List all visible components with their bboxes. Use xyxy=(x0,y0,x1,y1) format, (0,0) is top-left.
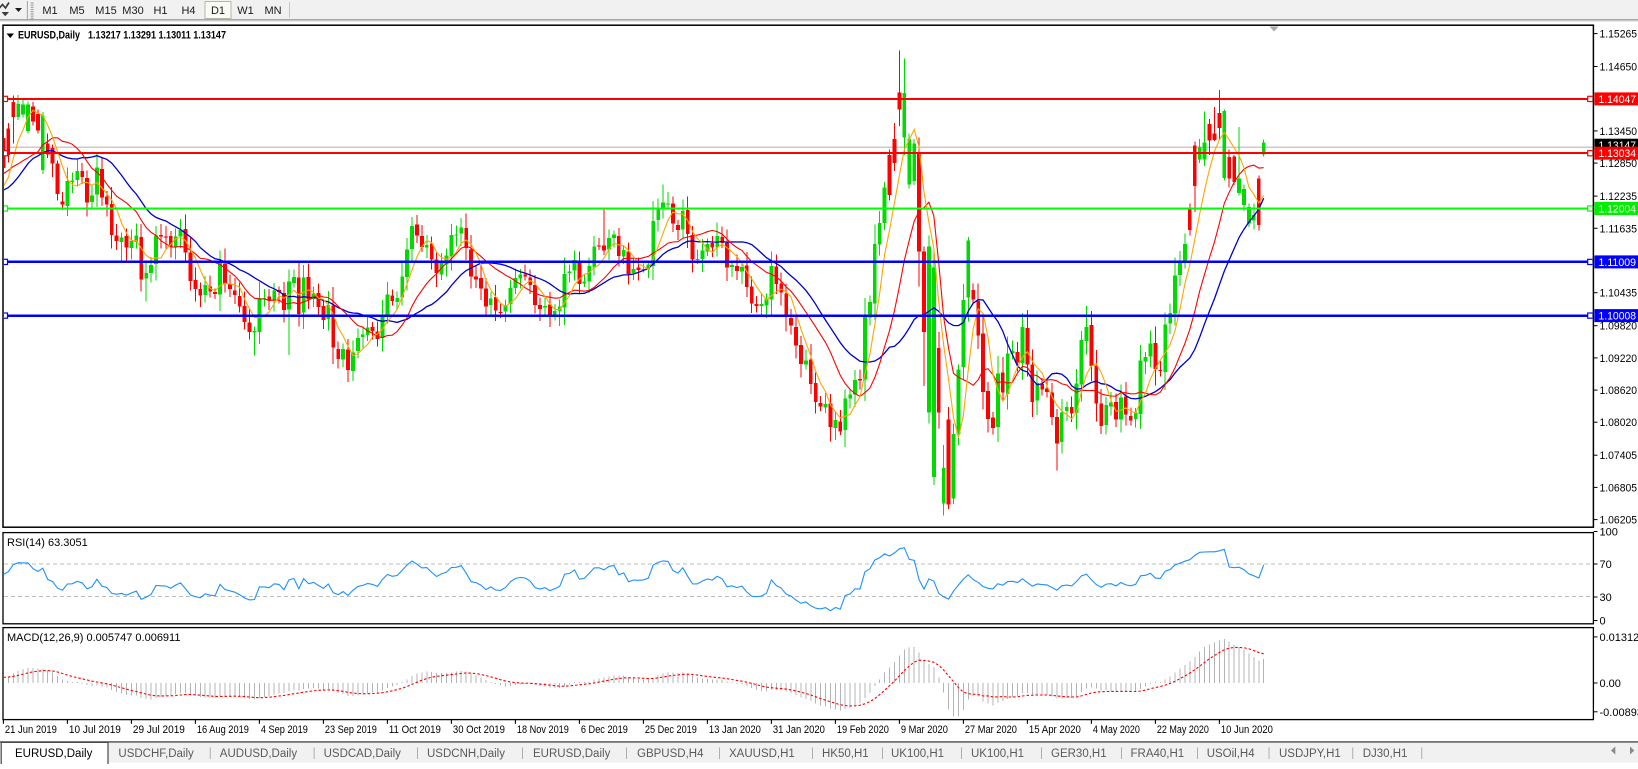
svg-text:31 Jan 2020: 31 Jan 2020 xyxy=(773,724,825,736)
svg-text:USDCNH,Daily: USDCNH,Daily xyxy=(427,748,505,760)
svg-text:30 Oct 2019: 30 Oct 2019 xyxy=(453,724,505,736)
svg-text:0: 0 xyxy=(1600,616,1606,628)
svg-text:13 Jan 2020: 13 Jan 2020 xyxy=(709,724,761,736)
svg-text:HK50,H1: HK50,H1 xyxy=(822,748,869,760)
svg-text:-0.008933: -0.008933 xyxy=(1600,707,1638,719)
svg-text:|: | xyxy=(1120,748,1123,760)
svg-text:30: 30 xyxy=(1600,592,1612,604)
svg-text:1.15265: 1.15265 xyxy=(1600,29,1638,41)
svg-text:29 Jul 2019: 29 Jul 2019 xyxy=(133,724,185,736)
svg-text:EURUSD,Daily: EURUSD,Daily xyxy=(533,748,611,760)
svg-text:0.013121: 0.013121 xyxy=(1600,632,1638,644)
svg-text:USDCHF,Daily: USDCHF,Daily xyxy=(118,748,194,760)
svg-text:1.12235: 1.12235 xyxy=(1600,191,1638,203)
svg-text:15 Apr 2020: 15 Apr 2020 xyxy=(1029,724,1081,736)
svg-text:XAUUSD,H1: XAUUSD,H1 xyxy=(729,748,795,760)
svg-text:|: | xyxy=(416,748,419,760)
svg-text:1.06805: 1.06805 xyxy=(1600,482,1638,494)
svg-text:D1: D1 xyxy=(211,5,225,17)
svg-text:1.14650: 1.14650 xyxy=(1600,62,1638,74)
svg-text:USDCAD,Daily: USDCAD,Daily xyxy=(324,748,402,760)
svg-text:1.10008: 1.10008 xyxy=(1599,311,1637,323)
svg-text:10 Jun 2020: 10 Jun 2020 xyxy=(1221,724,1273,736)
svg-text:18 Nov 2019: 18 Nov 2019 xyxy=(517,724,569,736)
svg-text:21 Jun 2019: 21 Jun 2019 xyxy=(5,724,57,736)
svg-text:|: | xyxy=(718,748,721,760)
svg-text:6 Dec 2019: 6 Dec 2019 xyxy=(581,724,628,736)
svg-text:1.06205: 1.06205 xyxy=(1600,515,1638,527)
svg-text:AUDUSD,Daily: AUDUSD,Daily xyxy=(220,748,298,760)
svg-text:16 Aug 2019: 16 Aug 2019 xyxy=(197,724,249,736)
svg-text:|: | xyxy=(521,748,524,760)
svg-text:GBPUSD,H4: GBPUSD,H4 xyxy=(637,748,704,760)
svg-text:|: | xyxy=(1420,748,1423,760)
svg-text:|: | xyxy=(1040,748,1043,760)
svg-text:H4: H4 xyxy=(181,5,195,17)
svg-text:|: | xyxy=(960,748,963,760)
svg-text:|: | xyxy=(1351,748,1354,760)
svg-text:1.13034: 1.13034 xyxy=(1599,148,1637,160)
svg-text:EURUSD,Daily: EURUSD,Daily xyxy=(18,30,81,42)
svg-text:25 Dec 2019: 25 Dec 2019 xyxy=(645,724,697,736)
svg-text:RSI(14) 63.3051: RSI(14) 63.3051 xyxy=(7,537,88,549)
svg-text:4 Sep 2019: 4 Sep 2019 xyxy=(261,724,308,736)
svg-text:70: 70 xyxy=(1600,559,1612,571)
svg-text:H1: H1 xyxy=(153,5,167,17)
svg-text:1.09220: 1.09220 xyxy=(1600,353,1638,365)
svg-text:1.08620: 1.08620 xyxy=(1600,385,1638,397)
svg-text:|: | xyxy=(209,748,212,760)
svg-text:1.11009: 1.11009 xyxy=(1599,257,1637,269)
svg-text:FRA40,H1: FRA40,H1 xyxy=(1131,748,1185,760)
svg-text:DJ30,H1: DJ30,H1 xyxy=(1363,748,1408,760)
svg-text:|: | xyxy=(1196,748,1199,760)
svg-text:1.11635: 1.11635 xyxy=(1600,223,1638,235)
svg-text:M15: M15 xyxy=(95,5,116,17)
svg-text:|: | xyxy=(625,748,628,760)
svg-text:27 Mar 2020: 27 Mar 2020 xyxy=(965,724,1017,736)
svg-text:W1: W1 xyxy=(237,5,254,17)
svg-text:MN: MN xyxy=(264,5,281,17)
svg-text:4 May 2020: 4 May 2020 xyxy=(1093,724,1140,736)
svg-text:UK100,H1: UK100,H1 xyxy=(891,748,944,760)
svg-text:|: | xyxy=(881,748,884,760)
svg-text:22 May 2020: 22 May 2020 xyxy=(1157,724,1209,736)
svg-text:EURUSD,Daily: EURUSD,Daily xyxy=(15,748,93,760)
svg-text:9 Mar 2020: 9 Mar 2020 xyxy=(901,724,948,736)
svg-text:|: | xyxy=(811,748,814,760)
svg-text:GER30,H1: GER30,H1 xyxy=(1051,748,1107,760)
svg-text:UK100,H1: UK100,H1 xyxy=(971,748,1024,760)
svg-text:100: 100 xyxy=(1600,527,1618,539)
svg-text:10 Jul 2019: 10 Jul 2019 xyxy=(69,724,121,736)
svg-text:M1: M1 xyxy=(42,5,57,17)
svg-text:11 Oct 2019: 11 Oct 2019 xyxy=(389,724,441,736)
svg-text:USDJPY,H1: USDJPY,H1 xyxy=(1279,748,1341,760)
svg-text:USOil,H4: USOil,H4 xyxy=(1207,748,1256,760)
svg-text:0.00: 0.00 xyxy=(1600,678,1621,690)
svg-text:19 Feb 2020: 19 Feb 2020 xyxy=(837,724,889,736)
svg-text:23 Sep 2019: 23 Sep 2019 xyxy=(325,724,377,736)
svg-text:1.08020: 1.08020 xyxy=(1600,417,1638,429)
svg-text:|: | xyxy=(1268,748,1271,760)
svg-text:1.13450: 1.13450 xyxy=(1600,126,1638,138)
svg-text:1.13217 1.13291 1.13011 1.1314: 1.13217 1.13291 1.13011 1.13147 xyxy=(88,30,226,42)
svg-text:|: | xyxy=(313,748,316,760)
svg-text:M30: M30 xyxy=(122,5,143,17)
svg-text:1.14047: 1.14047 xyxy=(1599,94,1637,106)
svg-text:MACD(12,26,9) 0.005747 0.00691: MACD(12,26,9) 0.005747 0.006911 xyxy=(7,632,180,644)
svg-text:1.10435: 1.10435 xyxy=(1600,288,1638,300)
svg-text:1.12004: 1.12004 xyxy=(1599,204,1637,216)
svg-text:M5: M5 xyxy=(69,5,84,17)
svg-text:1.07405: 1.07405 xyxy=(1600,450,1638,462)
